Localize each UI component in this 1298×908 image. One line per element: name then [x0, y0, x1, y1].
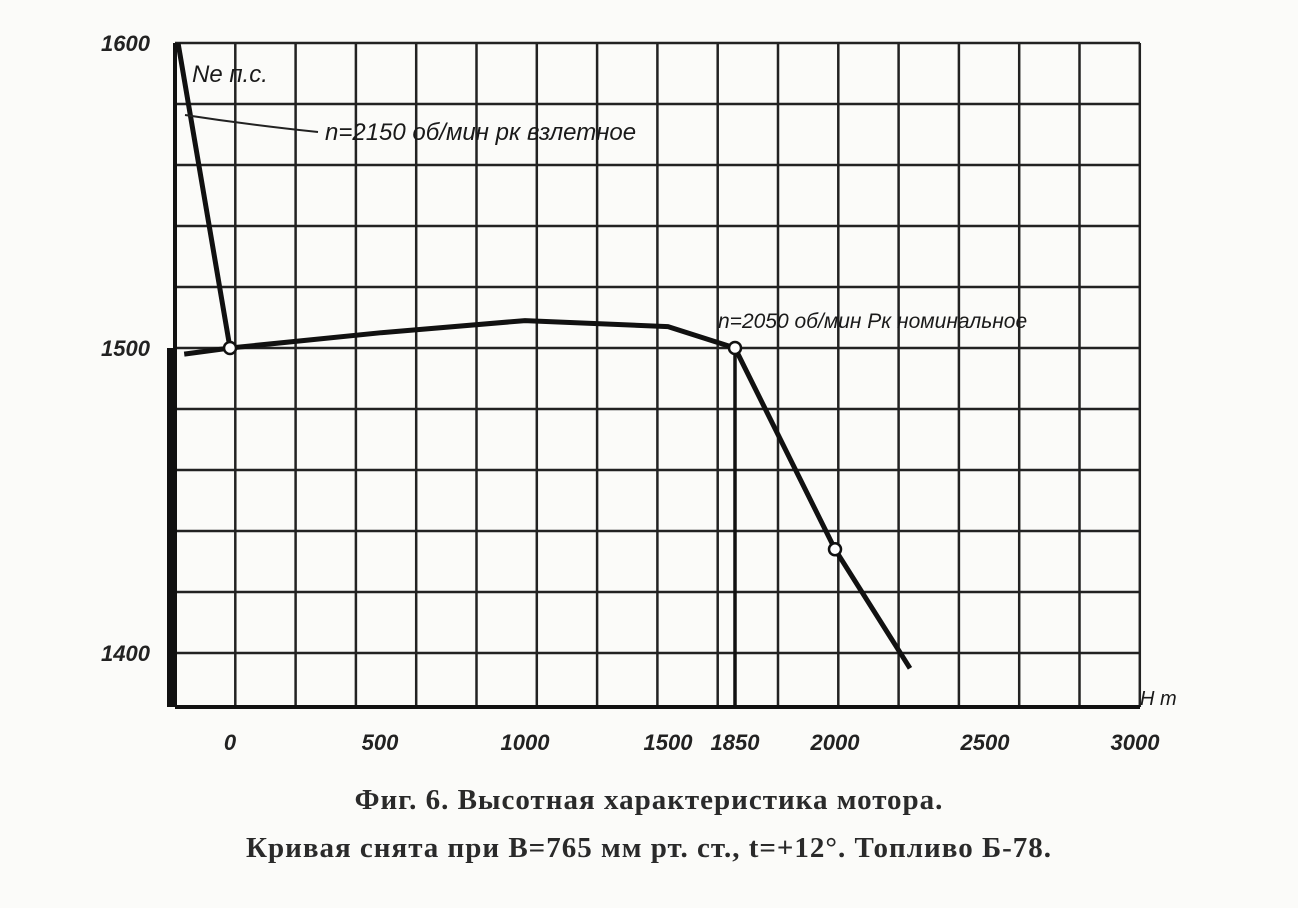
grid [173, 41, 1142, 707]
x-tick-label: 2000 [810, 730, 861, 755]
y-axis-label: Ne п.с. [192, 61, 268, 88]
point-marker [222, 340, 238, 356]
x-tick-label: 2500 [960, 730, 1011, 755]
tick-labels: 1400 1500 1600 0 500 1000 1500 1850 2000 2500 3000 [101, 31, 1160, 755]
x-tick-label: 1850 [711, 730, 761, 755]
point-markers [222, 340, 843, 557]
point-marker [727, 340, 743, 356]
y-tick-label: 1400 [101, 641, 151, 666]
figure-caption-title: Фиг. 6. Высотная характеристика мотора. [354, 784, 944, 816]
x-tick-label: 1000 [501, 730, 551, 755]
power-curve [183, 318, 913, 670]
annotation-leader [184, 114, 319, 133]
x-tick-label: 3000 [1111, 730, 1161, 755]
takeoff-curve [175, 42, 233, 349]
series [175, 42, 913, 707]
annotation-takeoff: n=2150 об/мин pк взлетное [325, 119, 636, 146]
point-marker [827, 542, 843, 557]
x-tick-label: 500 [362, 730, 399, 755]
axes [167, 43, 1140, 709]
annotation-nominal: n=2050 об/мин Pк номинальное [718, 310, 1027, 333]
x-axis-label: H m [1140, 688, 1177, 710]
y-tick-label: 1600 [101, 31, 151, 56]
x-tick-label: 1500 [644, 730, 694, 755]
x-tick-label: 0 [224, 730, 237, 755]
figure-caption-conditions: Кривая снята при B=765 мм рт. ст., t=+12… [245, 832, 1053, 864]
y-tick-label: 1500 [101, 336, 151, 361]
